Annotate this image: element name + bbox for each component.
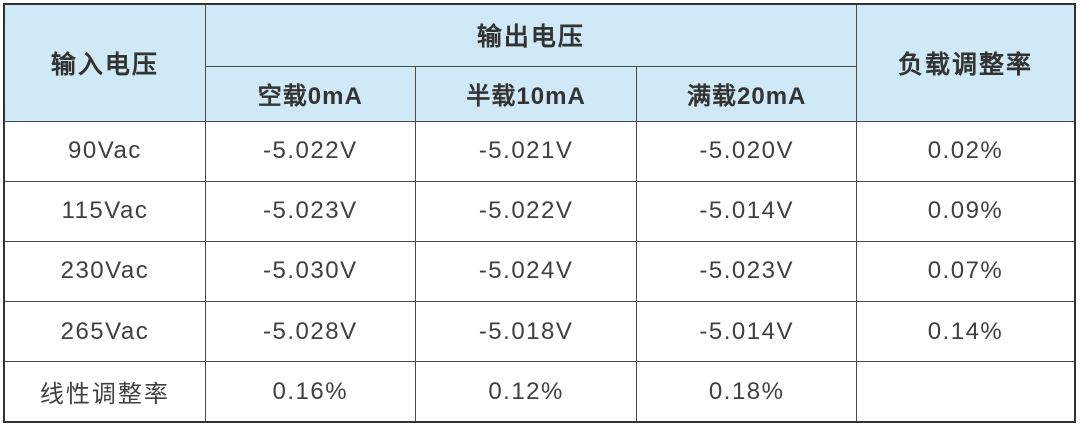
header-cell-load-regulation: 负载调整率 [855, 3, 1076, 122]
row-label-line-regulation: 线性调整率 [3, 361, 206, 423]
header-cell-no-load-0ma: 空载0mA [204, 65, 416, 122]
value-90vac-load-regulation: 0.02% [855, 120, 1076, 182]
row-label-265vac: 265Vac [3, 301, 206, 363]
header-cell-half-load-10ma: 半载10mA [414, 65, 638, 122]
header-row-top: 输入电压 输出电压 负载调整率 [3, 3, 1076, 122]
value-115vac-load-regulation: 0.09% [855, 180, 1076, 242]
value-115vac-no-load: -5.023V [204, 180, 416, 242]
row-label-115vac: 115Vac [3, 180, 206, 242]
table-row-115vac: 115Vac -5.023V -5.022V -5.014V 0.09% [3, 180, 1076, 242]
table-row-90vac: 90Vac -5.022V -5.021V -5.020V 0.02% [3, 120, 1076, 182]
value-265vac-full-load: -5.014V [636, 301, 857, 363]
table-row-265vac: 265Vac -5.028V -5.018V -5.014V 0.14% [3, 301, 1076, 363]
header-cell-full-load-20ma: 满载20mA [636, 65, 857, 122]
value-90vac-half-load: -5.021V [414, 120, 638, 182]
value-line-regulation-empty [855, 361, 1076, 423]
value-90vac-no-load: -5.022V [204, 120, 416, 182]
value-265vac-load-regulation: 0.14% [855, 301, 1076, 363]
value-115vac-full-load: -5.014V [636, 180, 857, 242]
header-cell-output-voltage: 输出电压 [204, 3, 857, 67]
table-row-line-regulation: 线性调整率 0.16% 0.12% 0.18% [3, 361, 1076, 423]
value-265vac-no-load: -5.028V [204, 301, 416, 363]
value-230vac-full-load: -5.023V [636, 240, 857, 303]
value-265vac-half-load: -5.018V [414, 301, 638, 363]
value-115vac-half-load: -5.022V [414, 180, 638, 242]
voltage-regulation-table: 输入电压 输出电压 负载调整率 空载0mA 半载10mA 满载20mA 90Va… [3, 3, 1076, 423]
value-line-regulation-full-load: 0.18% [636, 361, 857, 423]
row-label-90vac: 90Vac [3, 120, 206, 182]
table-row-230vac: 230Vac -5.030V -5.024V -5.023V 0.07% [3, 240, 1076, 303]
value-230vac-half-load: -5.024V [414, 240, 638, 303]
header-row-sub: 空载0mA 半载10mA 满载20mA [4, 65, 1075, 122]
header-cell-input-voltage: 输入电压 [3, 3, 206, 122]
value-230vac-no-load: -5.030V [204, 240, 416, 303]
value-line-regulation-no-load: 0.16% [204, 361, 416, 423]
value-90vac-full-load: -5.020V [636, 120, 857, 182]
value-line-regulation-half-load: 0.12% [414, 361, 638, 423]
value-230vac-load-regulation: 0.07% [855, 240, 1076, 303]
row-label-230vac: 230Vac [3, 240, 206, 303]
